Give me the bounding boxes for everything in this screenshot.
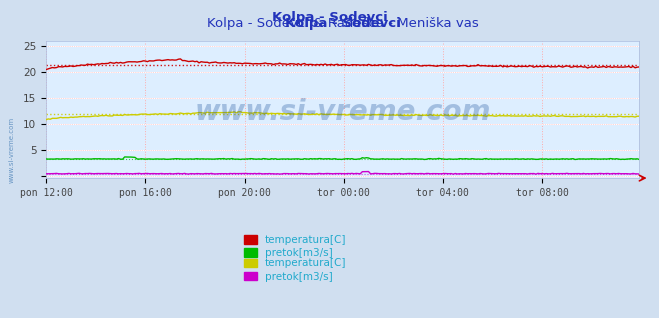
Text: Kolpa - Sodevci: Kolpa - Sodevci [285,17,401,31]
Legend: temperatura[C], pretok[m3/s]: temperatura[C], pretok[m3/s] [244,259,347,282]
Text: Kolpa - Sodevci & Radešca - Meniška vas: Kolpa - Sodevci & Radešca - Meniška vas [194,11,465,24]
Text: Kolpa - Sodevci: Kolpa - Sodevci [272,11,387,24]
Text: www.si-vreme.com: www.si-vreme.com [9,116,15,183]
Text: Kolpa - Sodevci & Radešca - Meniška vas: Kolpa - Sodevci & Radešca - Meniška vas [207,17,478,31]
Text: www.si-vreme.com: www.si-vreme.com [194,99,491,127]
